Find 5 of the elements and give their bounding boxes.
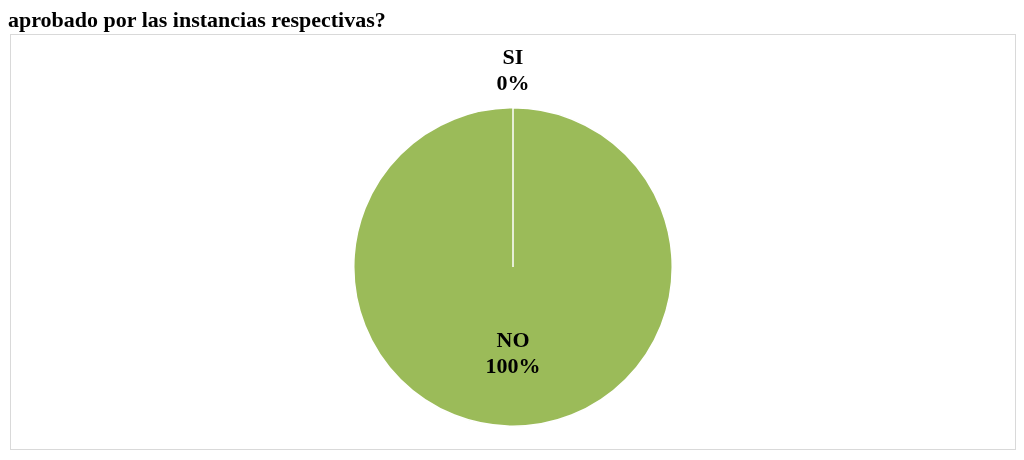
- data-label: 100%: [485, 353, 541, 379]
- category-label: SI: [502, 44, 524, 70]
- chart-title: aprobado por las instancias respectivas?: [8, 7, 387, 32]
- text: 0%: [496, 70, 530, 96]
- slice-label: NO: [496, 327, 530, 353]
